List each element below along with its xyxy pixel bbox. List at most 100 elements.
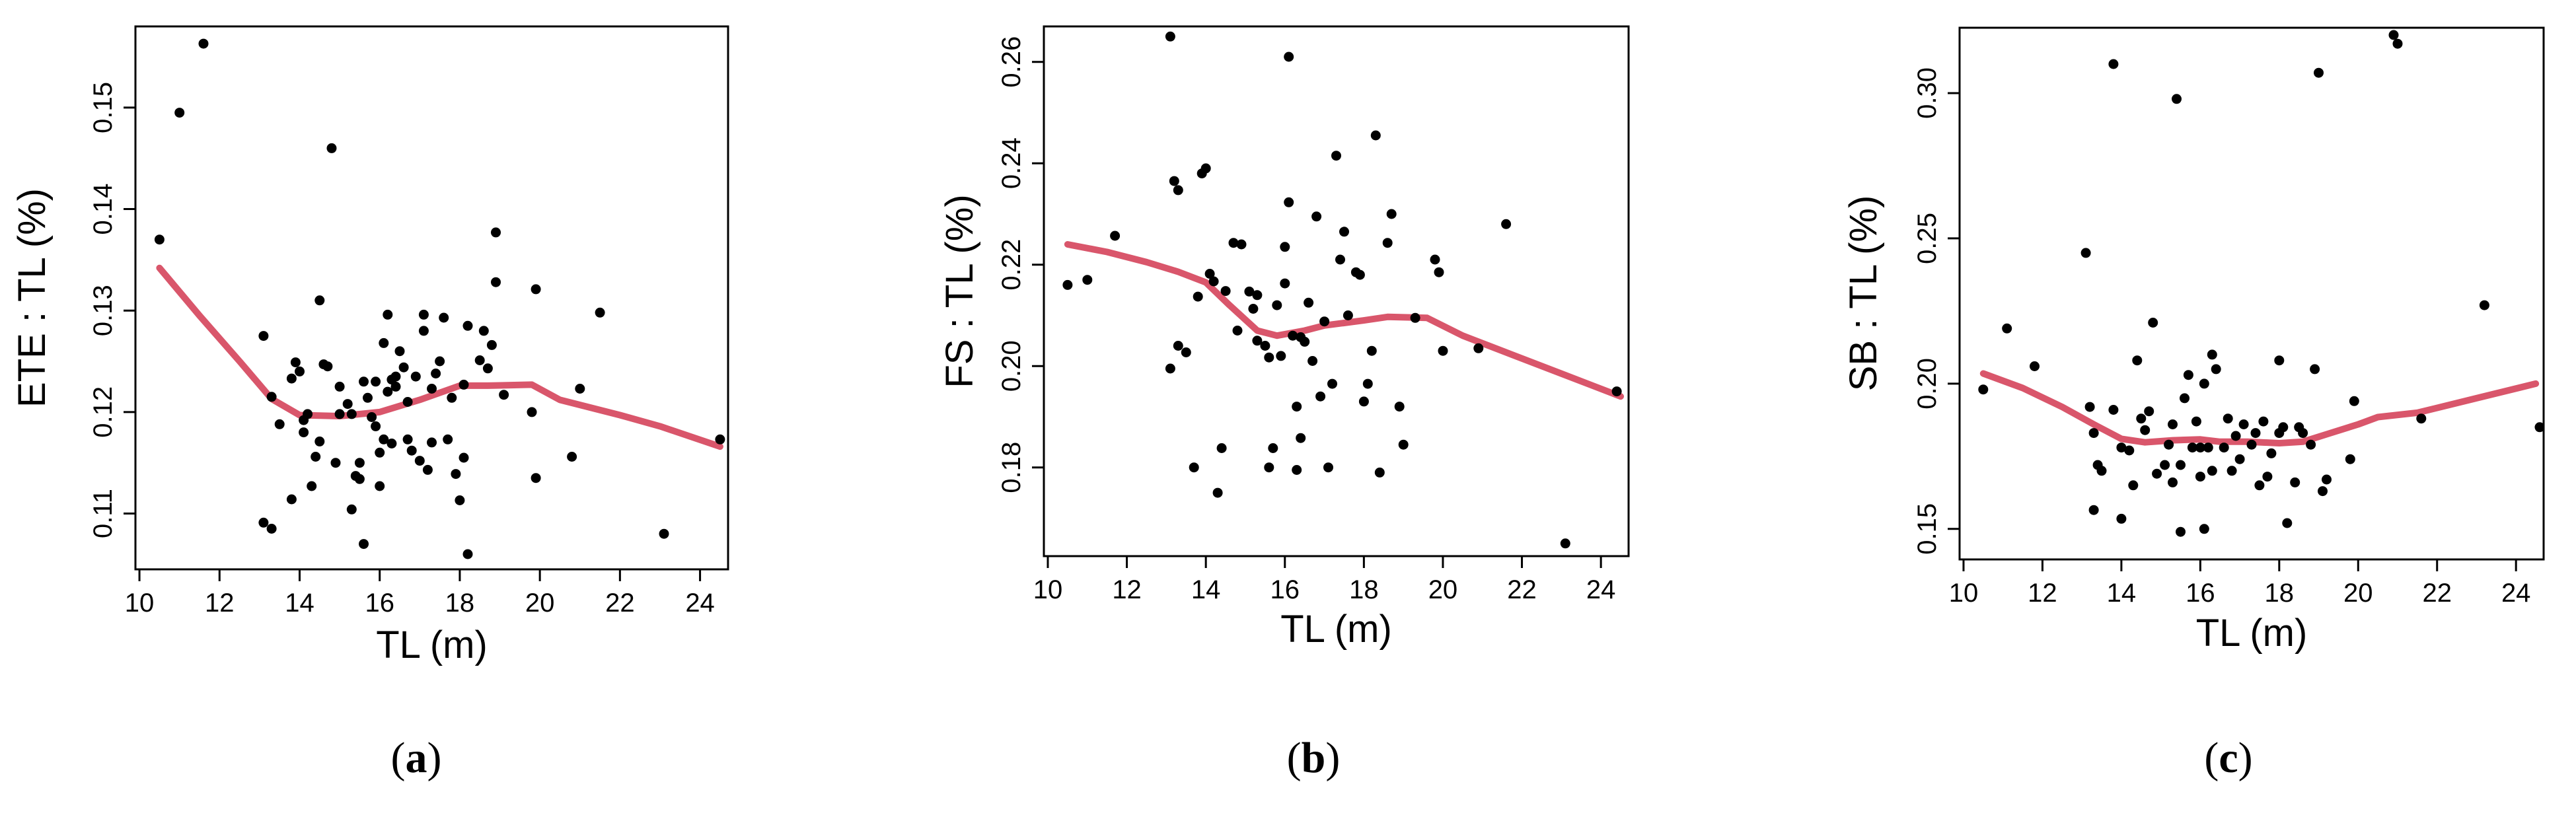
data-point	[1248, 304, 1259, 314]
data-point	[447, 392, 457, 403]
data-point	[491, 277, 501, 287]
data-point	[1082, 275, 1093, 285]
data-point	[2479, 300, 2489, 310]
data-point	[455, 495, 465, 505]
data-point	[359, 539, 369, 550]
x-tick-label: 22	[1507, 575, 1537, 604]
data-point	[2392, 38, 2403, 49]
data-point	[342, 399, 353, 410]
data-point	[1354, 269, 1365, 280]
data-point	[2144, 406, 2154, 417]
y-tick-label: 0.30	[1913, 67, 1942, 119]
data-point	[154, 234, 165, 245]
data-point	[2132, 355, 2143, 366]
data-point	[2176, 526, 2186, 537]
data-point	[2152, 468, 2162, 479]
data-point	[1284, 197, 1294, 207]
x-tick-label: 24	[2501, 579, 2531, 608]
data-point	[2238, 419, 2249, 429]
data-point	[2116, 443, 2127, 453]
y-tick-label: 0.14	[89, 184, 118, 235]
data-point	[462, 549, 473, 559]
x-tick-label: 18	[2265, 579, 2295, 608]
data-point	[531, 284, 541, 295]
y-tick-label: 0.22	[997, 239, 1026, 291]
data-point	[1323, 462, 1333, 473]
data-point	[258, 331, 269, 341]
data-point	[1327, 378, 1337, 389]
data-point	[299, 427, 309, 438]
data-point	[314, 295, 325, 306]
y-tick-label: 0.20	[997, 340, 1026, 392]
data-point	[1181, 347, 1191, 357]
data-point	[1165, 31, 1175, 42]
data-point	[330, 458, 341, 468]
data-point	[354, 458, 365, 468]
data-point	[2199, 378, 2209, 389]
data-point	[2172, 94, 2182, 104]
data-point	[1252, 336, 1263, 346]
data-point	[2176, 460, 2186, 470]
data-point	[2195, 472, 2205, 482]
data-point	[715, 434, 725, 445]
data-point	[491, 227, 501, 238]
data-point	[414, 456, 425, 466]
data-point	[354, 474, 365, 484]
data-point	[1307, 356, 1318, 366]
data-point	[435, 356, 445, 367]
data-point	[2226, 466, 2237, 476]
data-point	[2088, 505, 2099, 515]
data-point	[2345, 454, 2355, 464]
data-point	[258, 517, 269, 528]
x-tick-label: 24	[685, 588, 715, 618]
y-tick-label: 0.11	[89, 489, 118, 538]
y-tick-label: 0.12	[89, 386, 118, 438]
data-point	[439, 312, 449, 323]
data-point	[1189, 462, 1199, 473]
data-point	[2250, 428, 2261, 439]
data-point	[1362, 378, 1373, 389]
x-tick-label: 10	[1949, 579, 1979, 608]
data-point	[274, 419, 285, 429]
data-point	[334, 409, 345, 419]
data-point	[290, 357, 301, 368]
data-point	[390, 381, 401, 392]
data-point	[1382, 238, 1393, 248]
data-point	[2168, 419, 2178, 429]
data-point	[427, 437, 437, 448]
x-tick-label: 10	[1033, 575, 1063, 604]
data-point	[2160, 460, 2170, 470]
data-point	[2108, 405, 2119, 415]
data-point	[2084, 402, 2095, 412]
data-point	[198, 38, 209, 49]
data-point	[1193, 291, 1203, 302]
axis-ticks: 10 12 14 16 18 20 22 24 0.11 0.12 0.13 0.14 0.15	[89, 82, 715, 618]
data-point	[2266, 448, 2277, 458]
data-point	[1300, 336, 1310, 347]
data-point	[2223, 413, 2233, 424]
data-point	[1268, 443, 1278, 453]
scatter-panel-a: TL (m) ETE : TL (%) 10 12 14 16 18 20 22 24 0.11…	[11, 25, 729, 666]
data-point	[2322, 474, 2332, 485]
x-axis-label: TL (m)	[1280, 608, 1392, 651]
x-axis-label: TL (m)	[2196, 612, 2308, 655]
data-point	[1304, 297, 1314, 308]
data-point	[2278, 422, 2289, 433]
data-point	[2187, 443, 2197, 453]
data-point	[375, 481, 385, 491]
data-point	[418, 326, 429, 336]
data-point	[174, 108, 185, 118]
data-point	[2258, 416, 2269, 427]
data-point	[326, 143, 337, 153]
data-point	[459, 379, 469, 390]
data-point	[2314, 67, 2324, 78]
data-point	[2318, 486, 2328, 497]
x-tick-label: 20	[1428, 575, 1458, 604]
data-point	[499, 390, 509, 400]
data-point	[1319, 316, 1330, 327]
data-point	[2128, 480, 2139, 491]
data-points	[154, 38, 725, 559]
data-point	[575, 384, 585, 394]
data-point	[1331, 151, 1341, 161]
